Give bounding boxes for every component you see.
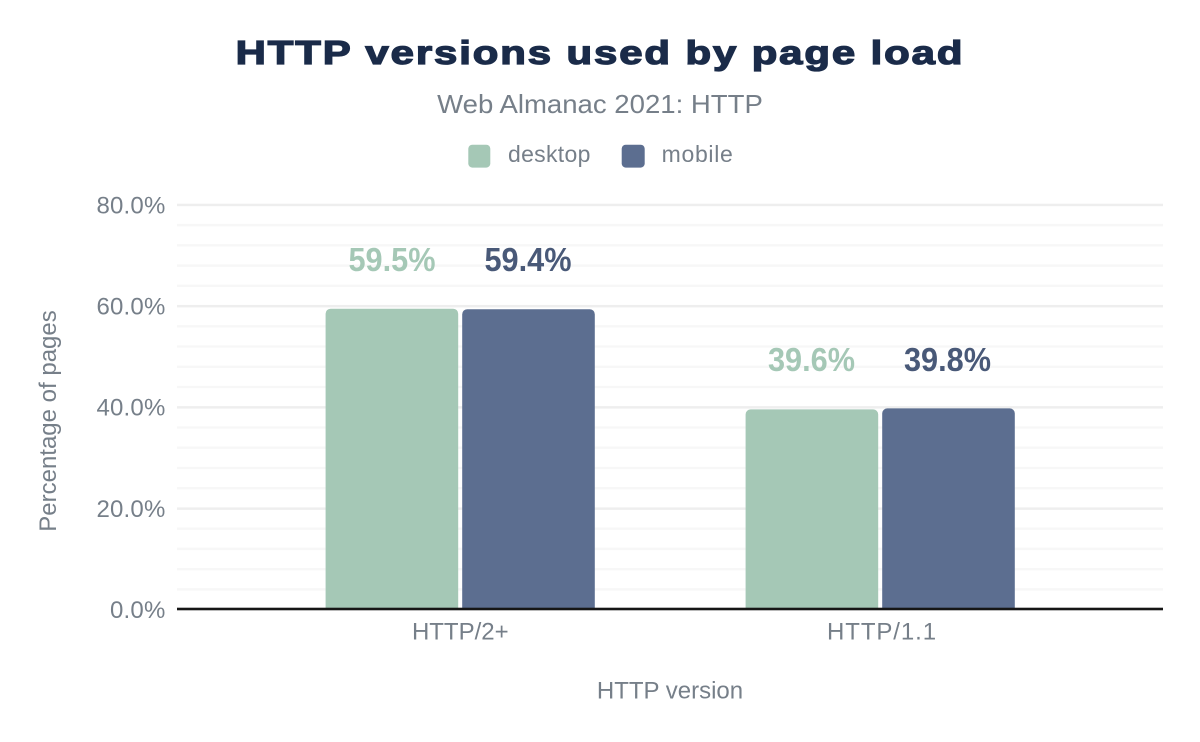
svg-text:desktop: desktop	[508, 141, 591, 167]
svg-text:39.8%: 39.8%	[904, 341, 991, 378]
svg-text:0.0%: 0.0%	[110, 597, 166, 624]
svg-text:80.0%: 80.0%	[96, 192, 165, 219]
svg-text:HTTP version: HTTP version	[597, 678, 743, 705]
svg-text:59.4%: 59.4%	[484, 241, 571, 278]
svg-text:Percentage of pages: Percentage of pages	[35, 310, 62, 532]
svg-text:39.6%: 39.6%	[768, 341, 855, 378]
svg-text:Web Almanac 2021: HTTP: Web Almanac 2021: HTTP	[437, 90, 763, 119]
svg-text:HTTP/1.1: HTTP/1.1	[827, 618, 937, 645]
svg-text:20.0%: 20.0%	[96, 496, 165, 523]
svg-text:HTTP/2+: HTTP/2+	[412, 618, 509, 645]
svg-text:mobile: mobile	[662, 141, 734, 167]
svg-text:60.0%: 60.0%	[96, 294, 165, 321]
svg-text:59.5%: 59.5%	[348, 241, 435, 278]
svg-text:HTTP versions used by page loa: HTTP versions used by page load	[236, 34, 965, 71]
svg-text:40.0%: 40.0%	[96, 395, 165, 422]
